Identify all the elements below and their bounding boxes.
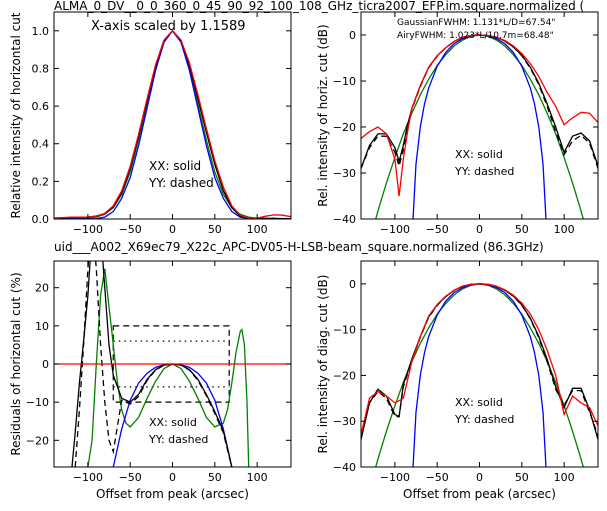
series-line-4 — [412, 34, 547, 219]
x-tick-label: −100 — [73, 223, 103, 236]
y-tick-label: −20 — [26, 434, 49, 447]
legend-text: XX: solid — [455, 148, 503, 161]
x-tick-label: 50 — [515, 223, 529, 236]
panel-bottom-right: −100 −50 0 50 100 0 −10 −20 −30 −40 Offset from pe… — [316, 260, 599, 501]
x-tick-label: 0 — [476, 223, 483, 236]
panels: −100 −50 0 50 1000.00.20.40.60.81.0Relative … — [9, 11, 599, 501]
x-tick-label: −50 — [426, 471, 449, 484]
y-tick-label: −30 — [333, 415, 356, 428]
y-axis-label: Rel. intensity of diag. cut (dB) — [316, 275, 330, 454]
x-tick-label: 0 — [169, 471, 176, 484]
plot-area — [54, 29, 291, 219]
y-tick-label: −30 — [333, 167, 356, 180]
series-line-2 — [361, 283, 598, 436]
x-tick-label: −50 — [426, 223, 449, 236]
x-tick-label: 50 — [515, 471, 529, 484]
airy-fwhm-annotation: AiryFWHM: 1.023*L/10.7m=68.48" — [397, 31, 554, 41]
y-tick-label: 0 — [349, 29, 356, 42]
y-tick-label: 0.4 — [32, 138, 50, 151]
x-tick-label: 50 — [208, 471, 222, 484]
legend-text: XX: solid — [455, 396, 503, 409]
x-tick-label: 100 — [247, 223, 268, 236]
legend-text: YY: dashed — [454, 165, 514, 178]
y-tick-label: 20 — [35, 282, 49, 295]
legend-text: XX: solid — [149, 416, 197, 429]
y-tick-label: 1.0 — [32, 25, 50, 38]
x-tick-label: 100 — [554, 471, 575, 484]
y-tick-label: −20 — [333, 121, 356, 134]
series-line-3 — [54, 29, 291, 219]
series-line-2 — [54, 29, 291, 219]
x-tick-label: 0 — [169, 223, 176, 236]
x-tick-label: 100 — [247, 471, 268, 484]
legend-text: YY: dashed — [148, 433, 208, 446]
plot-area — [54, 261, 291, 467]
x-tick-label: −100 — [380, 223, 410, 236]
y-tick-label: 0 — [42, 358, 49, 371]
y-tick-label: −10 — [26, 396, 49, 409]
series-line-0 — [361, 283, 598, 436]
series-line-2 — [74, 261, 233, 467]
plot-area — [361, 34, 598, 219]
series-line-4 — [54, 29, 291, 219]
x-tick-label: −100 — [380, 471, 410, 484]
x-axis-label: Offset from peak (arcsec) — [403, 487, 556, 501]
y-tick-label: −40 — [333, 213, 356, 226]
y-tick-label: −10 — [333, 75, 356, 88]
x-tick-label: 50 — [208, 223, 222, 236]
axes-frame — [360, 260, 599, 468]
panel-top-left: −100 −50 0 50 100 0.0 0.2 0.4 0.6 0.8 1.0 Relative … — [9, 11, 292, 236]
figure-subtitle: uid___A002_X69ec79_X22c_APC-DV05-H-LSB-b… — [54, 240, 544, 254]
gaussian-fwhm-annotation: GaussianFWHM: 1.131*L/D=67.54" — [397, 18, 555, 28]
axes-frame — [360, 11, 599, 220]
figure-title: ALMA_0_DV__0_0_360_0_45_90_92_100_108_GH… — [54, 0, 584, 13]
x-tick-label: −50 — [119, 471, 142, 484]
series-line-3 — [87, 268, 250, 467]
scale-annotation: X-axis scaled by 1.1589 — [91, 19, 246, 34]
series-line-0 — [54, 29, 291, 219]
series-line-1 — [54, 29, 291, 219]
y-axis-label: Residuals of horizontal cut (%) — [9, 272, 23, 455]
y-axis-label: Rel. intensity of horiz. cut (dB) — [316, 24, 330, 206]
plot-area — [361, 283, 598, 467]
y-tick-label: 0 — [349, 278, 356, 291]
series-line-0 — [361, 34, 598, 197]
x-tick-label: −50 — [119, 223, 142, 236]
y-tick-label: 0.0 — [32, 213, 50, 226]
y-axis-label: Relative intensity of horizontal cut — [9, 12, 23, 218]
legend-text: XX: solid — [149, 159, 201, 173]
legend-text: YY: dashed — [454, 413, 514, 426]
y-tick-label: −40 — [333, 461, 356, 474]
x-tick-label: −100 — [73, 471, 103, 484]
y-tick-label: 0.2 — [32, 175, 50, 188]
y-tick-label: 0.8 — [32, 62, 50, 75]
x-tick-label: 0 — [476, 471, 483, 484]
legend-text: YY: dashed — [148, 176, 214, 190]
y-tick-label: 10 — [35, 320, 49, 333]
x-tick-label: 100 — [554, 223, 575, 236]
series-line-4 — [412, 283, 547, 467]
x-axis-label: Offset from peak (arcsec) — [96, 487, 249, 501]
y-tick-label: 0.6 — [32, 100, 50, 113]
y-tick-label: −10 — [333, 324, 356, 337]
y-tick-label: −20 — [333, 369, 356, 382]
